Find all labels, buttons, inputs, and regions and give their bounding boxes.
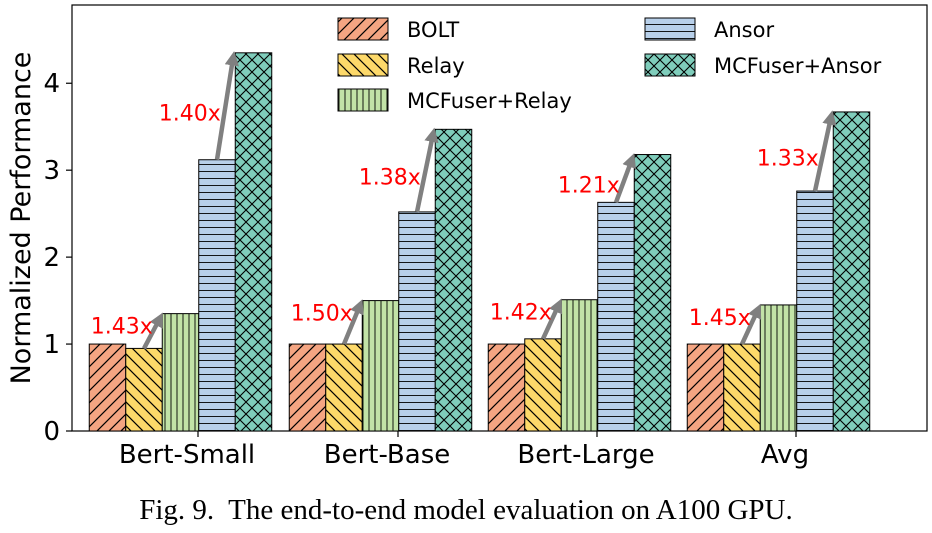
bar-bolt-bert-large	[487, 343, 526, 432]
legend-label: Ansor	[714, 18, 774, 42]
legend-swatch	[337, 53, 389, 77]
bar-mcfuser-ansor-bert-large	[633, 154, 672, 432]
speedup-arrow-ansor	[414, 127, 439, 213]
legend-swatch	[337, 17, 389, 41]
y-tick-label: 1	[43, 330, 60, 360]
legend-swatch	[337, 88, 389, 112]
bar-ansor-bert-small	[198, 159, 236, 432]
y-tick-label: 2	[43, 243, 60, 273]
legend-label: MCFuser+Ansor	[714, 54, 882, 78]
speedup-label-ansor: 1.33x	[757, 146, 819, 171]
legend-label: MCFuser+Relay	[407, 89, 572, 113]
bar-relay-bert-base	[325, 343, 363, 432]
bar-mcfuser-relay-bert-base	[361, 300, 400, 432]
bar-mcfuser-ansor-avg	[832, 111, 871, 432]
figure-caption: Fig. 9. The end-to-end model evaluation …	[139, 494, 793, 526]
speedup-arrow-ansor	[214, 51, 240, 161]
y-tick-label: 4	[43, 69, 60, 99]
speedup-label-ansor: 1.21x	[558, 173, 620, 198]
legend-label: BOLT	[407, 18, 459, 42]
legend-label: Relay	[407, 54, 465, 78]
legend: BOLT Relay MCFuser+Relay Ansor MCFuser+Ansor	[337, 17, 882, 113]
speedup-label-relay: 1.50x	[291, 302, 353, 327]
bar-bolt-bert-base	[288, 343, 327, 432]
bar-ansor-bert-base	[398, 211, 436, 432]
speedup-label-relay: 1.45x	[689, 306, 751, 331]
speedup-arrow-ansor	[613, 153, 636, 204]
speedup-arrow-relay	[341, 299, 364, 345]
legend-swatch	[644, 17, 696, 41]
speedup-arrow-ansor	[812, 110, 837, 192]
bar-mcfuser-ansor-bert-base	[434, 128, 473, 432]
speedup-label-relay: 1.43x	[91, 315, 153, 340]
bar-ansor-avg	[796, 190, 834, 432]
y-axis-label: Normalized Performance	[6, 52, 37, 385]
bar-mcfuser-relay-avg	[759, 304, 798, 432]
x-tick-label: Avg	[761, 440, 809, 470]
bar-mcfuser-relay-bert-small	[161, 313, 200, 432]
speedup-arrow-relay	[739, 303, 762, 346]
y-tick-label: 0	[43, 417, 60, 447]
bar-bolt-bert-small	[88, 343, 127, 432]
speedup-label-ansor: 1.38x	[359, 166, 421, 191]
bar-relay-avg	[723, 343, 761, 432]
legend-swatch	[644, 53, 696, 77]
bar-bolt-avg	[686, 343, 725, 432]
speedup-arrow-relay	[142, 312, 163, 350]
speedup-arrow-relay	[540, 298, 563, 340]
bar-mcfuser-ansor-bert-small	[234, 52, 273, 432]
speedup-label-ansor: 1.40x	[159, 101, 221, 126]
x-tick-label: Bert-Small	[119, 440, 255, 470]
x-tick-label: Bert-Base	[324, 440, 450, 470]
bar-relay-bert-large	[524, 338, 562, 432]
y-tick-label: 3	[43, 156, 60, 186]
speedup-label-relay: 1.42x	[490, 301, 552, 326]
bar-mcfuser-relay-bert-large	[560, 299, 599, 432]
bar-ansor-bert-large	[597, 201, 635, 432]
x-tick-label: Bert-Large	[517, 440, 654, 470]
bar-relay-bert-small	[125, 347, 163, 432]
